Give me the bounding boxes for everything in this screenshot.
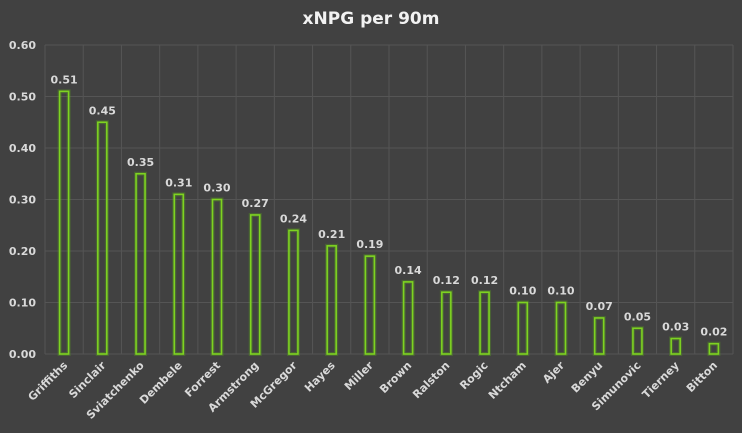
bar	[517, 301, 529, 355]
data-label: 0.05	[624, 310, 651, 323]
bar-glow	[707, 341, 721, 357]
data-label: 0.27	[242, 197, 269, 210]
x-tick-label: Ralston	[410, 359, 452, 401]
y-axis-ticks: 0.00 0.10 0.20 0.30 0.40 0.50 0.60	[9, 39, 36, 361]
data-label: 0.45	[89, 104, 116, 117]
bar	[97, 121, 108, 355]
bar	[632, 327, 643, 355]
x-tick-label: Brown	[377, 359, 414, 396]
bar	[708, 342, 720, 355]
data-label: 0.24	[280, 212, 307, 225]
bar	[441, 291, 452, 355]
bar-glow	[478, 290, 492, 357]
x-tick-label: Benyu	[569, 359, 606, 396]
bar-glow	[325, 243, 339, 357]
data-label: 0.12	[471, 274, 498, 287]
data-label: 0.14	[395, 264, 422, 277]
data-label: 0.07	[586, 300, 613, 313]
data-labels: 0.51 0.45 0.35 0.31 0.30 0.27 0.24 0.21 0.19 0.14…	[51, 73, 728, 338]
bar-glow	[57, 89, 71, 356]
data-label: 0.10	[547, 285, 574, 298]
bar-glow	[630, 326, 644, 356]
bar	[173, 193, 185, 355]
chart-title: xNPG per 90m	[303, 9, 440, 29]
bar-glow	[248, 212, 262, 356]
data-label: 0.19	[356, 238, 383, 251]
bar	[288, 229, 299, 355]
bar	[479, 291, 490, 355]
bar-glow	[516, 300, 530, 356]
y-tick-label: 0.00	[9, 348, 36, 361]
bar-glow	[95, 120, 109, 356]
x-tick-label: Bitton	[684, 359, 720, 395]
data-label: 0.03	[662, 321, 689, 334]
bar	[402, 281, 414, 355]
bar-glow	[554, 300, 568, 356]
bar	[364, 255, 376, 355]
y-tick-label: 0.60	[9, 39, 36, 52]
data-label: 0.02	[700, 326, 727, 339]
bar	[555, 301, 567, 355]
x-axis-ticks: GriffithsSinclairSviatchenkoDembeleForre…	[26, 359, 720, 422]
bar	[135, 172, 146, 355]
bar-glow	[363, 254, 377, 356]
data-label: 0.30	[203, 182, 230, 195]
bar	[326, 245, 337, 355]
bar-glow	[286, 228, 300, 356]
bar	[670, 337, 681, 355]
x-tick-label: Ntcham	[486, 359, 529, 402]
x-tick-label: Rogic	[457, 359, 490, 392]
bar	[211, 198, 223, 355]
y-tick-label: 0.10	[9, 297, 36, 310]
bar-glow	[172, 192, 186, 356]
data-label: 0.51	[51, 73, 78, 86]
bar-glow	[210, 197, 224, 356]
x-tick-label: Miller	[342, 359, 376, 393]
bar-glow	[439, 290, 453, 357]
data-label: 0.35	[127, 156, 154, 169]
x-tick-label: Hayes	[302, 359, 338, 395]
bar-glow	[134, 171, 148, 356]
bar	[58, 90, 70, 355]
y-tick-label: 0.30	[9, 194, 36, 207]
y-tick-label: 0.40	[9, 142, 36, 155]
data-label: 0.12	[433, 274, 460, 287]
bar	[249, 214, 261, 355]
y-tick-label: 0.50	[9, 91, 36, 104]
bar-glow	[669, 336, 683, 356]
bar-glow	[401, 279, 415, 356]
bar-glow	[592, 315, 606, 357]
x-tick-label: Griffiths	[26, 359, 71, 404]
data-label: 0.31	[165, 176, 192, 189]
x-tick-label: Ajer	[540, 359, 567, 386]
data-label: 0.10	[509, 285, 536, 298]
bars	[57, 89, 721, 357]
bar	[593, 317, 605, 355]
gridlines	[44, 44, 734, 355]
data-label: 0.21	[318, 228, 345, 241]
y-tick-label: 0.20	[9, 245, 36, 258]
x-tick-label: Tierney	[640, 359, 682, 401]
